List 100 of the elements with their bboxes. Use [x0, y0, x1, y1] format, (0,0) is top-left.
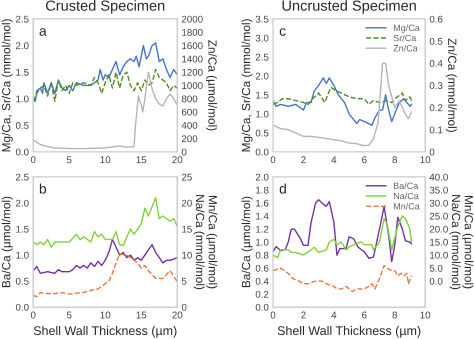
y2-tick-label: 0.0: [430, 278, 442, 285]
y2-tick-label: 0.1: [430, 126, 442, 134]
x-tick-label: 10: [420, 312, 430, 318]
y2-axis-title: Mn/Ca (µmol/mol) Na/Ca (mmol/mol): [450, 195, 474, 290]
y2-tick-label: 0.3: [430, 82, 442, 90]
y2-tick-label: 1400: [182, 56, 203, 62]
y-tick-label: 3.0: [256, 34, 268, 42]
y-tick-label: 1.0: [256, 110, 268, 118]
y2-tick-label: 800: [182, 95, 198, 102]
y2-tick-label: 0.6: [430, 16, 442, 23]
y2-tick-label: 40.0: [430, 174, 448, 181]
y2-tick-label: 20: [182, 200, 192, 207]
y-tick-label: 0.8: [256, 252, 268, 259]
legend-label: Na/Ca: [394, 192, 419, 200]
y-tick-label: 0.0: [16, 148, 29, 156]
y-tick-label: 0.5: [256, 130, 268, 137]
x-tick-label: 2: [301, 156, 306, 164]
y-tick-label: 0.6: [256, 264, 268, 272]
legend-label: Mg/Ca: [394, 24, 420, 33]
y-tick-label: 0.4: [256, 278, 269, 285]
annotation: a: [40, 28, 47, 36]
x-axis-title: Shell Wall Thickness (µm): [278, 326, 420, 338]
y-tick-label: 0.0: [256, 304, 268, 311]
y-tick-label: 2.0: [256, 72, 268, 80]
x-tick-label: 6: [362, 156, 367, 164]
y-tick-label: 0.5: [16, 278, 29, 285]
x-tick-label: 10: [100, 312, 110, 318]
y2-tick-label: 0.4: [430, 60, 443, 67]
legend-label: Ba/Ca: [394, 182, 418, 190]
y2-tick-label: 0.5: [430, 38, 442, 45]
y-tick-label: 1.6: [256, 200, 268, 207]
x-tick-label: 15: [136, 312, 146, 318]
x-tick-label: 0: [30, 156, 36, 164]
line-series: [273, 215, 412, 258]
line-series: [273, 62, 412, 146]
y-tick-label: 1.0: [16, 252, 29, 259]
y2-tick-label: 20.0: [430, 226, 448, 233]
line-series: [33, 253, 178, 298]
y-tick-label: 2.0: [16, 200, 29, 207]
y2-tick-label: 400: [182, 122, 198, 129]
y-axis-title: Mg/Ca, Sr/Ca (mmol/mol): [242, 19, 253, 152]
y2-tick-label: 25: [182, 174, 192, 181]
x-tick-label: 0: [270, 312, 276, 318]
y2-tick-label: 0: [182, 148, 186, 156]
y-tick-label: 1.5: [16, 226, 29, 233]
y2-tick-label: 1000: [182, 82, 203, 90]
y-tick-label: 0.0: [256, 148, 268, 156]
legend-label: Mn/Ca: [394, 202, 420, 210]
line-series: [33, 68, 178, 102]
y-tick-label: 1.0: [256, 238, 268, 246]
y2-tick-label: 10.0: [430, 252, 448, 259]
x-tick-label: 8: [392, 312, 398, 318]
line-series: [273, 86, 412, 106]
y-tick-label: 2.5: [256, 54, 268, 61]
line-series: [33, 71, 178, 150]
line-series: [273, 77, 412, 126]
y2-tick-label: 1800: [182, 29, 203, 36]
y-axis-title: Mg/Ca, Sr/Ca (mmol/mol): [2, 19, 13, 152]
chart-title: Crusted Specimen: [46, 0, 164, 14]
y2-axis-title: Mn/Ca (µmol/mol) Na/Ca (mmol/mol): [194, 195, 218, 290]
y2-tick-label: 2000: [182, 16, 203, 23]
y-tick-label: 0.2: [256, 290, 268, 298]
y2-tick-label: 5: [182, 278, 186, 285]
y-tick-label: 0.5: [16, 122, 29, 129]
y2-tick-label: 1200: [182, 68, 203, 76]
y2-tick-label: 0: [430, 148, 434, 156]
y2-tick-label: 200: [182, 135, 198, 142]
x-tick-label: 10: [420, 156, 430, 164]
y2-tick-label: 600: [182, 108, 198, 116]
x-axis-title: Shell Wall Thickness (µm): [34, 326, 176, 338]
y-tick-label: 1.5: [256, 92, 268, 99]
x-tick-label: 5: [66, 156, 72, 164]
legend-label: Sr/Ca: [394, 34, 416, 42]
x-tick-label: 6: [362, 312, 367, 318]
line-series: [33, 238, 178, 274]
x-tick-label: 0: [30, 312, 36, 318]
line-series: [273, 264, 412, 292]
annotation: b: [40, 183, 46, 194]
x-tick-label: 4: [331, 156, 336, 164]
y2-tick-label: 30.0: [430, 200, 448, 207]
legend-label: Zn/Ca: [393, 44, 418, 52]
line-series: [33, 42, 178, 102]
y2-tick-label: 0: [182, 304, 186, 311]
y-tick-label: 1.2: [256, 226, 268, 233]
y2-tick-label: 15.0: [430, 238, 448, 246]
y2-tick-label: 10: [182, 252, 192, 259]
y-tick-label: 1.8: [256, 186, 268, 194]
x-tick-label: 10: [100, 156, 110, 164]
x-tick-label: 0: [270, 156, 276, 164]
x-tick-label: 8: [392, 156, 398, 164]
y2-axis-title: Zn/Ca (µmol/mol): [206, 40, 217, 130]
y2-tick-label: 15: [182, 226, 192, 233]
y2-tick-label: 5.0: [430, 264, 442, 272]
annotation: c: [280, 28, 286, 36]
x-tick-label: 20: [172, 156, 182, 164]
y-tick-label: 1.0: [16, 95, 29, 102]
y-tick-label: 0.0: [16, 304, 29, 311]
annotation: d: [280, 183, 286, 194]
y2-tick-label: 0.2: [430, 104, 442, 112]
line-series: [33, 197, 178, 248]
